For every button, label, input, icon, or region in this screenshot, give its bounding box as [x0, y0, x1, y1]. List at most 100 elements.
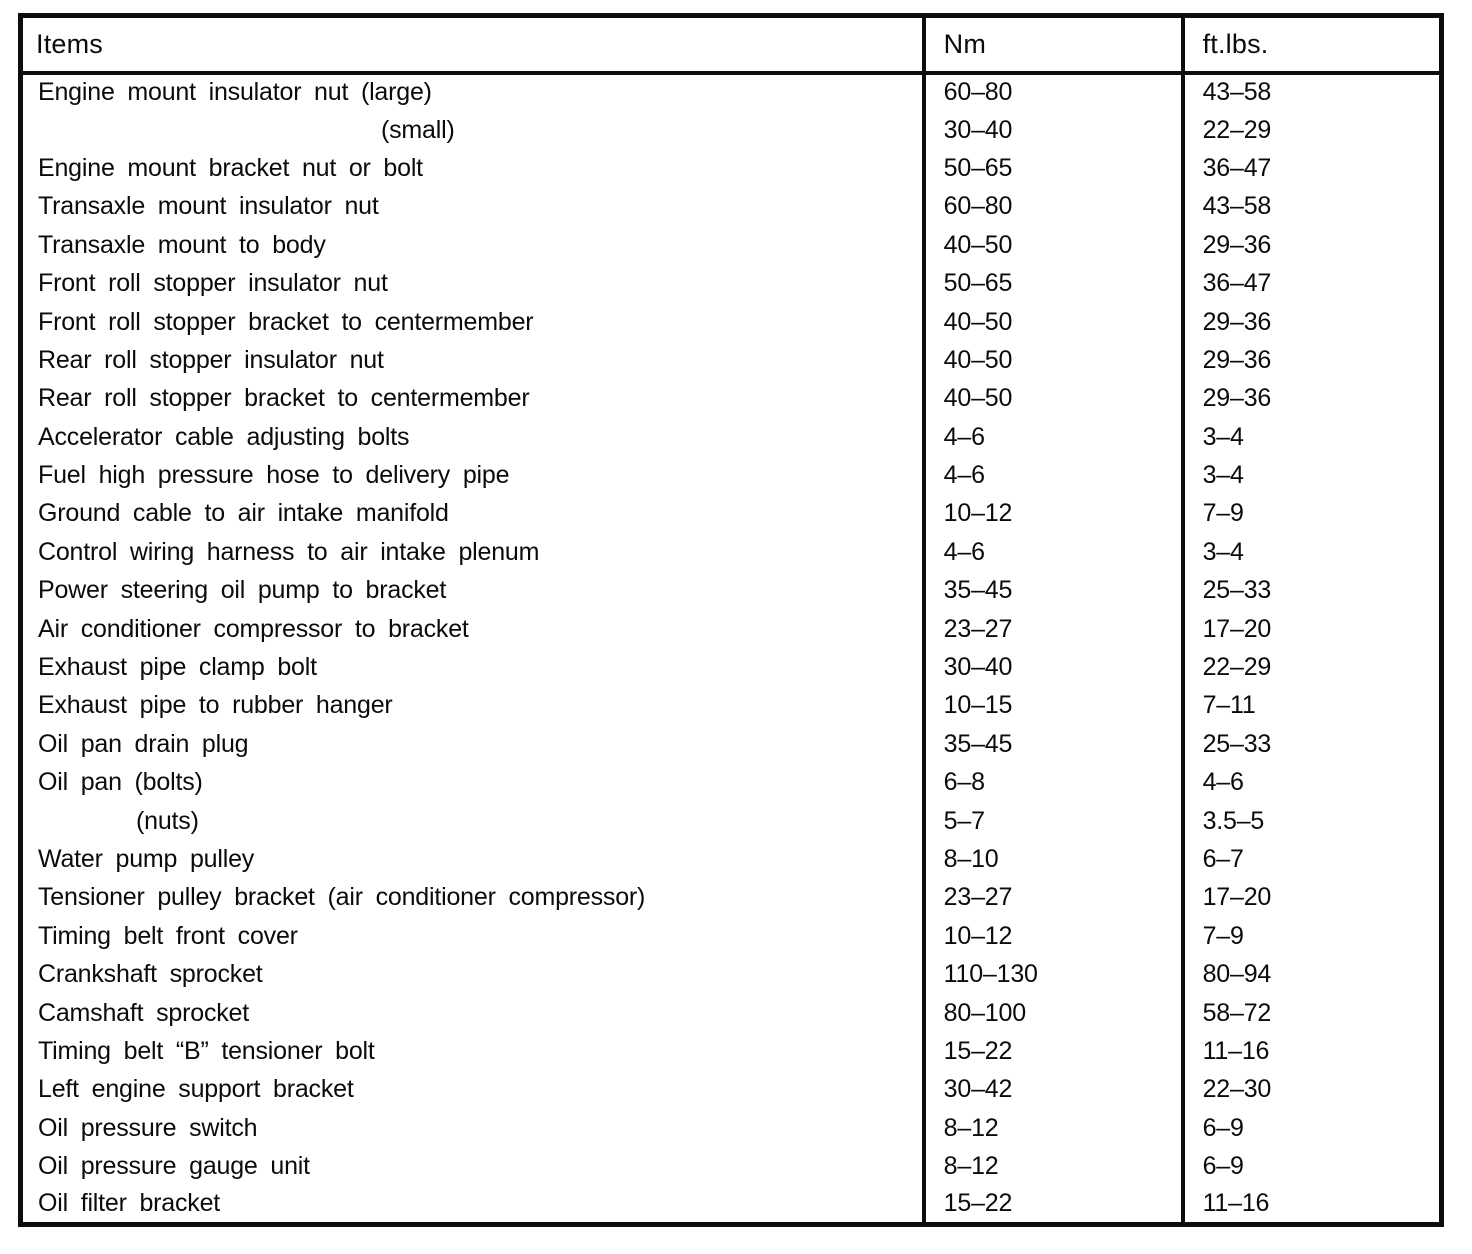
- item-cell: Exhaust pipe clamp bolt: [38, 653, 317, 682]
- table-row: Oil pan (bolts) 6–8 4–6: [21, 763, 1442, 802]
- ftlbs-cell: 17–20: [1180, 878, 1442, 918]
- item-cell: Transaxle mount to body: [38, 230, 326, 259]
- nm-cell: 60–80: [921, 187, 1183, 227]
- nm-cell: 4–6: [921, 418, 1183, 457]
- table-row: Transaxle mount insulator nut 60–80 43–58: [21, 187, 1442, 227]
- table-row: Timing belt “B” tensioner bolt 15–22 11–16: [21, 1032, 1442, 1071]
- item-cell: Left engine support bracket: [38, 1075, 354, 1104]
- nm-cell: 40–50: [921, 302, 1183, 342]
- torque-spec-table: Items Nm ft.lbs. Engine mount insulator …: [18, 13, 1444, 1227]
- nm-column-header: Nm: [921, 15, 1183, 75]
- ftlbs-cell: 29–36: [1180, 379, 1442, 419]
- table-row: Transaxle mount to body 40–50 29–36: [21, 226, 1442, 265]
- nm-cell: 40–50: [921, 379, 1183, 419]
- nm-cell: 10–15: [921, 686, 1183, 726]
- nm-cell: 10–12: [921, 494, 1183, 534]
- nm-cell: 5–7: [921, 801, 1183, 841]
- ftlbs-cell: 22–30: [1180, 1070, 1442, 1110]
- ftlbs-cell: 17–20: [1180, 609, 1442, 649]
- item-cell: Front roll stopper insulator nut: [38, 269, 388, 298]
- nm-cell: 50–65: [921, 149, 1183, 188]
- item-cell: Rear roll stopper insulator nut: [38, 345, 384, 374]
- ftlbs-cell: 58–72: [1180, 993, 1442, 1033]
- table-row: Camshaft sprocket 80–100 58–72: [21, 993, 1442, 1033]
- table-row: Oil filter bracket 15–22 11–16: [21, 1185, 1442, 1225]
- table-row: Water pump pulley 8–10 6–7: [21, 840, 1442, 879]
- table-row: Accelerator cable adjusting bolts 4–6 3–4: [21, 418, 1442, 457]
- nm-cell: 23–27: [921, 609, 1183, 649]
- item-cell: Control wiring harness to air intake ple…: [38, 537, 540, 566]
- ftlbs-cell: 43–58: [1180, 187, 1442, 227]
- ftlbs-cell: 29–36: [1180, 302, 1442, 342]
- item-cell: Rear roll stopper bracket to centermembe…: [38, 384, 530, 413]
- ftlbs-cell: 7–9: [1180, 917, 1442, 956]
- item-cell: Front roll stopper bracket to centermemb…: [38, 307, 534, 336]
- item-cell: (small): [381, 115, 455, 144]
- ftlbs-cell: 3.5–5: [1180, 801, 1442, 841]
- table-row: Power steering oil pump to bracket 35–45 2…: [21, 571, 1442, 610]
- item-cell: Oil pan (bolts): [38, 768, 203, 797]
- item-cell: Oil pan drain plug: [38, 729, 249, 758]
- item-cell: Camshaft sprocket: [38, 998, 250, 1027]
- item-cell: Power steering oil pump to bracket: [38, 576, 447, 605]
- item-cell: Oil pressure switch: [38, 1113, 258, 1142]
- ftlbs-cell: 25–33: [1180, 725, 1442, 764]
- table-row: Exhaust pipe clamp bolt 30–40 22–29: [21, 648, 1442, 687]
- table-row: (small) 30–40 22–29: [21, 110, 1442, 150]
- ftlbs-cell: 36–47: [1180, 149, 1442, 188]
- ftlbs-cell: 6–9: [1180, 1147, 1442, 1186]
- table-row: Front roll stopper bracket to centermemb…: [21, 302, 1442, 342]
- ftlbs-cell: 36–47: [1180, 264, 1442, 303]
- nm-cell: 4–6: [921, 456, 1183, 495]
- ftlbs-cell: 22–29: [1180, 648, 1442, 687]
- items-column-header: Items: [20, 15, 924, 75]
- item-cell: Engine mount bracket nut or bolt: [38, 153, 423, 182]
- nm-cell: 8–12: [921, 1147, 1183, 1186]
- ftlbs-cell: 3–4: [1180, 533, 1442, 572]
- table-row: Engine mount insulator nut (large) 60–80 4…: [21, 72, 1442, 111]
- item-cell: Accelerator cable adjusting bolts: [38, 422, 410, 451]
- nm-cell: 30–40: [921, 648, 1183, 687]
- nm-cell: 110–130: [921, 955, 1183, 994]
- nm-cell: 8–10: [921, 840, 1183, 879]
- item-cell: Timing belt “B” tensioner bolt: [38, 1036, 375, 1065]
- table-header-row: Items Nm ft.lbs.: [20, 15, 1442, 75]
- ftlbs-cell: 7–11: [1180, 686, 1442, 726]
- ftlbs-cell: 29–36: [1180, 341, 1442, 380]
- ftlbs-cell: 43–58: [1180, 72, 1442, 111]
- table-row: Fuel high pressure hose to delivery pipe…: [21, 456, 1442, 495]
- ftlbs-cell: 11–16: [1180, 1032, 1442, 1071]
- item-cell: Engine mount insulator nut (large): [38, 78, 432, 107]
- table-row: Air conditioner compressor to bracket 23–…: [21, 609, 1442, 649]
- table-row: Crankshaft sprocket 110–130 80–94: [21, 955, 1442, 994]
- table-row: Rear roll stopper insulator nut 40–50 29–3…: [21, 341, 1442, 380]
- item-cell: Timing belt front cover: [38, 921, 298, 950]
- table-row: Timing belt front cover 10–12 7–9: [21, 917, 1442, 956]
- ftlbs-cell: 4–6: [1180, 763, 1442, 802]
- nm-cell: 80–100: [921, 993, 1183, 1033]
- table-row: Engine mount bracket nut or bolt 50–65 36–…: [21, 149, 1442, 188]
- ftlbs-cell: 80–94: [1180, 955, 1442, 994]
- table-row: (nuts) 5–7 3.5–5: [21, 801, 1442, 841]
- nm-cell: 15–22: [921, 1032, 1183, 1071]
- nm-cell: 4–6: [921, 533, 1183, 572]
- nm-cell: 6–8: [921, 763, 1183, 802]
- item-cell: Transaxle mount insulator nut: [38, 192, 379, 221]
- item-cell: Fuel high pressure hose to delivery pipe: [38, 461, 510, 490]
- item-cell: Oil filter bracket: [38, 1189, 221, 1218]
- nm-cell: 8–12: [921, 1109, 1183, 1148]
- nm-cell: 50–65: [921, 264, 1183, 303]
- nm-cell: 35–45: [921, 571, 1183, 610]
- item-cell: Ground cable to air intake manifold: [38, 499, 449, 528]
- table-row: Oil pan drain plug 35–45 25–33: [21, 725, 1442, 764]
- table-row: Tensioner pulley bracket (air conditione…: [21, 878, 1442, 918]
- table-header: Items Nm ft.lbs.: [20, 15, 1442, 75]
- nm-cell: 30–42: [921, 1070, 1183, 1110]
- nm-cell: 40–50: [921, 226, 1183, 265]
- ftlbs-cell: 25–33: [1180, 571, 1442, 610]
- nm-cell: 23–27: [921, 878, 1183, 918]
- table-row: Exhaust pipe to rubber hanger 10–15 7–11: [21, 686, 1442, 726]
- table-row: Ground cable to air intake manifold 10–12…: [21, 494, 1442, 534]
- table-row: Oil pressure gauge unit 8–12 6–9: [21, 1147, 1442, 1186]
- table-row: Control wiring harness to air intake ple…: [21, 533, 1442, 572]
